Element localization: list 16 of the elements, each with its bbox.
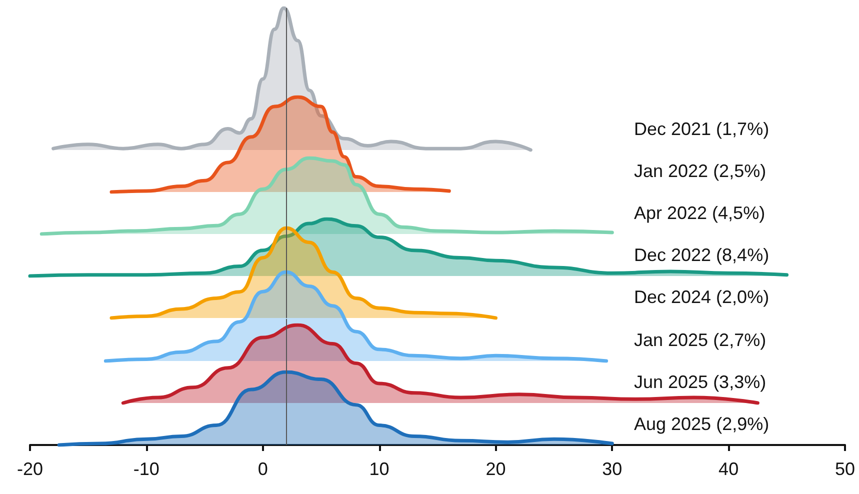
text: Jun 2025 (3,3%)	[634, 372, 766, 392]
x-tick-label: 0	[258, 458, 268, 479]
text: Dec 2022 (8,4%)	[634, 245, 770, 266]
text: Aug 2025 (2,9%)	[634, 414, 770, 434]
text: Jan 2025 (2,7%)	[634, 330, 766, 350]
x-tick-label: 40	[718, 458, 739, 479]
x-tick-label: 10	[369, 458, 390, 479]
text: Dec 2024 (2,0%)	[634, 287, 770, 308]
x-tick-label: -20	[16, 458, 44, 479]
x-tick-label: 30	[602, 458, 622, 479]
text: Apr 2022 (4,5%)	[634, 203, 766, 224]
x-tick-label: 20	[486, 458, 506, 479]
x-tick-label: -10	[133, 458, 160, 479]
x-tick-label: 50	[834, 458, 856, 479]
text: Dec 2021 (1,7%)	[634, 119, 770, 139]
text: Jan 2022 (2,5%)	[634, 161, 766, 182]
